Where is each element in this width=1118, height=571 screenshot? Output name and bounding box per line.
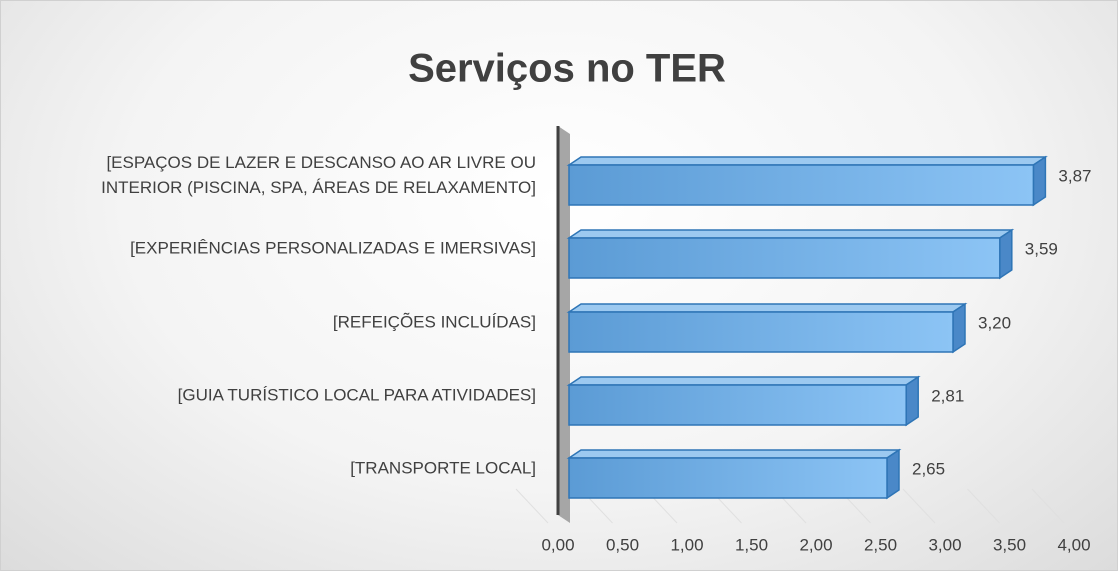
grid-line xyxy=(515,488,549,524)
chart-title: Serviços no TER xyxy=(408,47,726,91)
x-tick-label: 1,00 xyxy=(670,535,703,554)
y-tick-label: [ESPAÇOS DE LAZER E DESCANSO AO AR LIVRE… xyxy=(101,153,536,197)
bar xyxy=(566,375,921,427)
x-tick-label: 2,00 xyxy=(799,535,832,554)
y-tick-label: [REFEIÇÕES INCLUÍDAS] xyxy=(332,312,536,332)
bar-side xyxy=(1032,155,1047,207)
bar-top xyxy=(566,449,902,459)
bar-front xyxy=(568,457,888,499)
bar-top xyxy=(566,229,1015,239)
bar-front xyxy=(568,164,1035,206)
y-tick-label: [EXPERIÊNCIAS PERSONALIZADAS E IMERSIVAS… xyxy=(130,238,536,258)
bar-top xyxy=(566,156,1048,166)
bar xyxy=(566,448,902,500)
x-tick-label: 4,00 xyxy=(1057,535,1090,554)
bar-side xyxy=(999,228,1013,280)
bar xyxy=(566,228,1015,280)
x-tick-label: 3,00 xyxy=(928,535,961,554)
grid-line xyxy=(1031,488,1065,524)
bar-top xyxy=(566,376,921,386)
x-tick-label: 3,50 xyxy=(993,535,1026,554)
back-wall xyxy=(558,126,570,523)
x-tick-label: 1,50 xyxy=(735,535,768,554)
bar-front xyxy=(568,237,1001,279)
bar-front xyxy=(568,311,954,353)
x-tick-label: 0,50 xyxy=(606,535,639,554)
value-label: 2,65 xyxy=(912,459,945,478)
bar-side xyxy=(952,302,966,354)
value-label: 2,81 xyxy=(931,386,964,405)
bar-top xyxy=(566,303,968,313)
value-label: 3,20 xyxy=(978,313,1011,332)
bar-side xyxy=(905,375,919,427)
value-label: 3,87 xyxy=(1058,166,1091,185)
x-tick-label: 2,50 xyxy=(864,535,897,554)
y-tick-label: [TRANSPORTE LOCAL] xyxy=(350,458,536,478)
x-tick-label: 0,00 xyxy=(541,535,574,554)
bar-front xyxy=(568,384,907,426)
value-label: 3,59 xyxy=(1025,239,1058,258)
grid-line xyxy=(967,488,1000,524)
bar xyxy=(566,302,968,354)
bar xyxy=(566,155,1048,207)
bar-side xyxy=(886,448,900,500)
grid-line xyxy=(902,488,936,524)
y-tick-label: [GUIA TURÍSTICO LOCAL PARA ATIVIDADES] xyxy=(177,385,536,405)
